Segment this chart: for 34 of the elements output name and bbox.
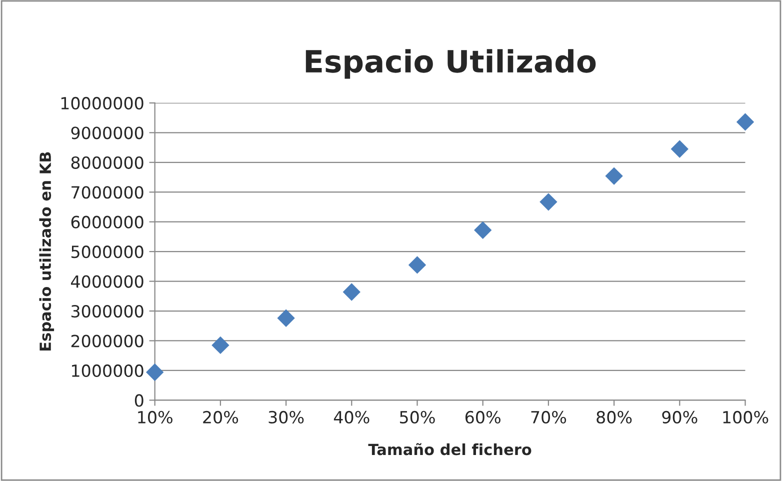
point xyxy=(736,113,754,131)
y-tick-label: 0 xyxy=(134,394,144,407)
x-tick-label: 50% xyxy=(400,410,435,424)
x-tick-label: 10% xyxy=(138,410,172,424)
point xyxy=(408,256,426,274)
point xyxy=(212,336,229,354)
x-tick-label: 40% xyxy=(334,410,370,424)
x-tick-label: 80% xyxy=(596,410,632,424)
point xyxy=(605,168,623,185)
y-tick-label: 7000000 xyxy=(72,186,144,199)
point xyxy=(540,193,557,210)
y-tick-label: 4000000 xyxy=(71,275,144,288)
y-tick-label: 5000000 xyxy=(71,246,144,258)
point xyxy=(277,310,295,327)
point xyxy=(474,222,492,239)
y-tick-label: 3000000 xyxy=(71,304,144,318)
x-tick-label: 20% xyxy=(203,410,238,424)
x-axis-title: Tamaño del fichero xyxy=(368,443,532,456)
point xyxy=(671,140,688,158)
x-tick-label: 70% xyxy=(531,410,566,424)
y-tick-label: 2000000 xyxy=(71,334,144,348)
point xyxy=(343,283,360,301)
y-tick-label: 10000000 xyxy=(61,96,144,110)
point xyxy=(146,364,164,381)
y-tick-label: 8000000 xyxy=(71,156,144,169)
y-tick-label: 1000000 xyxy=(72,364,144,378)
y-tick-label: 6000000 xyxy=(71,216,144,228)
x-tick-label: 60% xyxy=(465,410,500,424)
x-tick-label: 90% xyxy=(662,410,698,424)
x-tick-label: 100% xyxy=(723,410,768,424)
chart-title: Espacio Utilizado xyxy=(306,49,596,79)
y-axis-title: Espacio utilizado en KB xyxy=(39,152,54,351)
x-tick-label: 30% xyxy=(268,410,304,424)
y-tick-label: 9000000 xyxy=(71,126,144,140)
